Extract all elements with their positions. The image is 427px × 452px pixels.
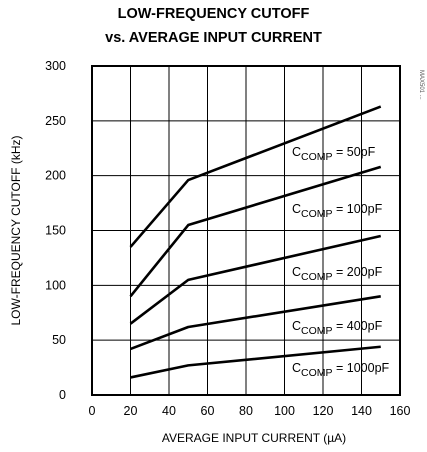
series-line	[129, 165, 382, 298]
side-note: MAX501 ...	[418, 70, 424, 100]
y-tick-label: 250	[45, 114, 66, 128]
y-tick-label: 200	[45, 169, 66, 183]
y-axis-label: LOW-FREQUENCY CUTOFF (kHz)	[9, 135, 23, 325]
series-line	[130, 345, 381, 379]
series-label: CCOMP = 400pF	[292, 319, 383, 337]
series-lines	[129, 105, 382, 379]
y-tick-label: 100	[45, 278, 66, 292]
series-label: CCOMP = 50pF	[292, 145, 376, 163]
x-axis-label: AVERAGE INPUT CURRENT (µA)	[162, 431, 346, 445]
y-tick-label: 0	[59, 388, 66, 402]
series-line	[130, 295, 381, 351]
chart-subtitle: vs. AVERAGE INPUT CURRENT	[105, 30, 322, 46]
series-label: CCOMP = 100pF	[292, 202, 383, 220]
x-tick-label: 140	[351, 404, 372, 418]
x-tick-label: 0	[89, 404, 96, 418]
y-tick-label: 150	[45, 224, 66, 238]
y-tick-label: 50	[52, 333, 66, 347]
series-label: CCOMP = 1000pF	[292, 361, 390, 379]
x-tick-label: 40	[162, 404, 176, 418]
series-line	[129, 105, 382, 248]
x-tick-label: 60	[201, 404, 215, 418]
x-tick-label: 120	[313, 404, 334, 418]
y-tick-labels: 0 50 100 150 200 250 300	[45, 59, 66, 402]
x-tick-label: 80	[239, 404, 253, 418]
series-label: CCOMP = 200pF	[292, 265, 383, 283]
series-labels: CCOMP = 50pF CCOMP = 100pF CCOMP = 200pF CC…	[292, 145, 390, 379]
plot-frame	[91, 65, 401, 396]
y-tick-label: 300	[45, 59, 66, 73]
chart-title: LOW-FREQUENCY CUTOFF	[117, 6, 310, 22]
x-tick-labels: 0 20 40 60 80 100 120 140 160	[89, 404, 411, 418]
x-tick-label: 160	[390, 404, 411, 418]
x-tick-label: 100	[274, 404, 295, 418]
x-tick-label: 20	[124, 404, 138, 418]
series-line	[129, 234, 382, 325]
